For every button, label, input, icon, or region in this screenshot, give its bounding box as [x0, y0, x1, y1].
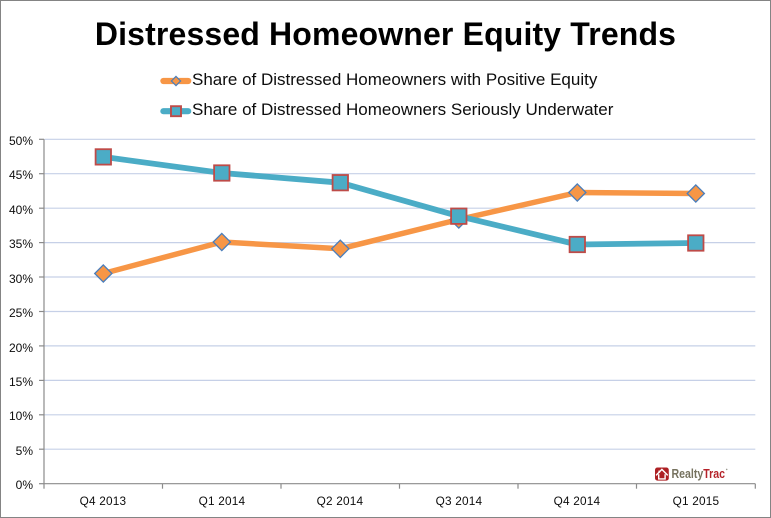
svg-text:RealtyTrac: RealtyTrac: [672, 466, 726, 481]
